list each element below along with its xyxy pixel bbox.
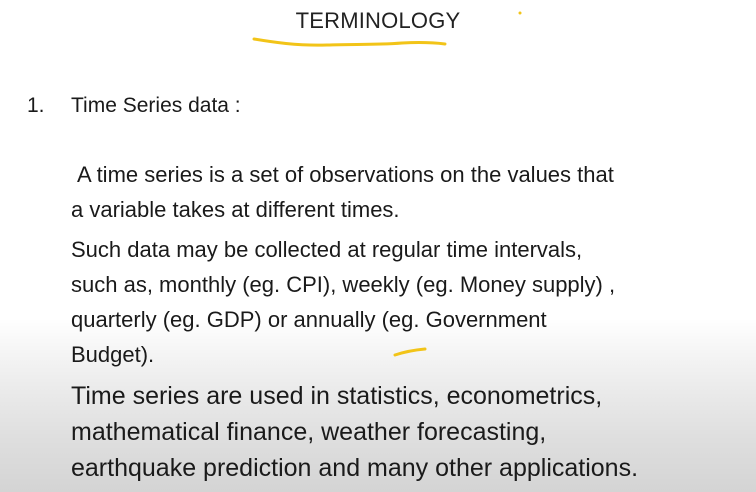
paragraph-line: Time series are used in statistics, econ… (71, 382, 603, 410)
list-item-number: 1. (27, 94, 45, 117)
paragraph-line: Such data may be collected at regular ti… (71, 237, 583, 262)
paragraph-line: a variable takes at different times. (71, 197, 400, 222)
highlighter-dot (518, 11, 522, 15)
applications-paragraph: Time series are used in statistics, econ… (71, 378, 751, 486)
paragraph-line: earthquake prediction and many other app… (71, 454, 639, 482)
collection-paragraph: Such data may be collected at regular ti… (71, 232, 741, 372)
paragraph-line: such as, monthly (eg. CPI), weekly (eg. … (71, 272, 616, 297)
slide-title: TERMINOLOGY (295, 8, 461, 33)
definition-paragraph: A time series is a set of observations o… (71, 157, 741, 227)
paragraph-line: quarterly (eg. GDP) or annually (eg. Gov… (71, 307, 547, 332)
list-item-heading: Time Series data : (71, 94, 241, 117)
paragraph-line: mathematical finance, weather forecastin… (71, 418, 547, 446)
highlighter-dash (393, 347, 427, 357)
paragraph-line: Budget). (71, 342, 155, 367)
paragraph-line: A time series is a set of observations o… (77, 162, 614, 187)
highlighter-underline (252, 37, 447, 47)
